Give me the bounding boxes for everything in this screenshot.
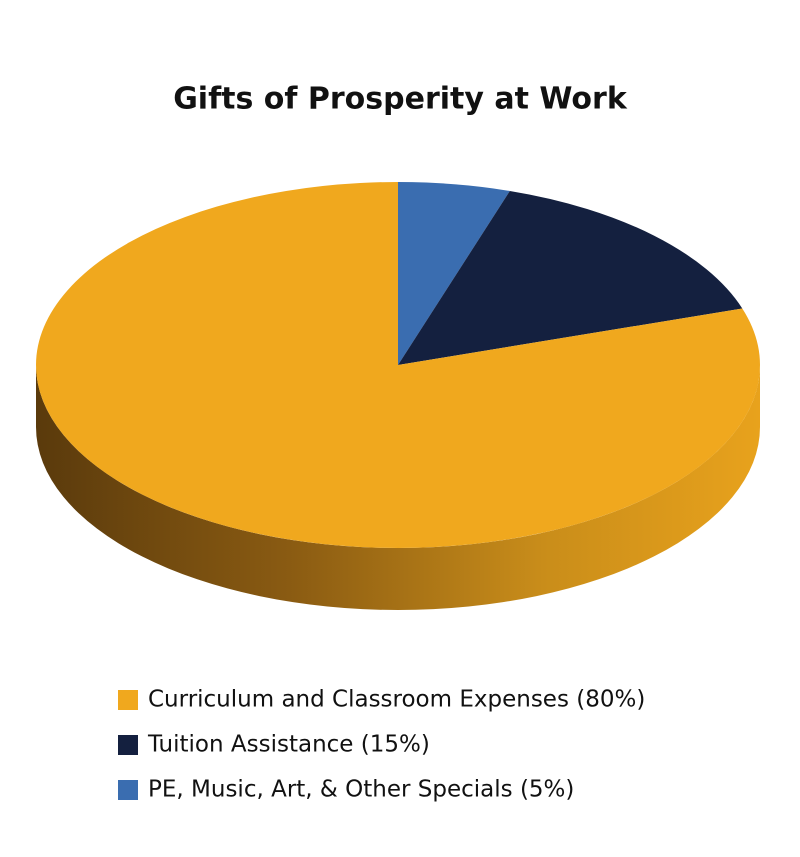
legend-label: PE, Music, Art, & Other Specials (5%) xyxy=(148,777,574,803)
legend-swatch xyxy=(118,780,138,800)
legend-label: Curriculum and Classroom Expenses (80%) xyxy=(148,687,645,713)
legend-label: Tuition Assistance (15%) xyxy=(147,732,430,758)
chart-title: Gifts of Prosperity at Work xyxy=(173,82,628,117)
pie xyxy=(36,182,761,610)
legend-swatch xyxy=(118,690,138,710)
pie-side xyxy=(36,365,760,610)
pie-slice xyxy=(36,182,761,548)
legend: Curriculum and Classroom Expenses (80%) T… xyxy=(118,687,645,803)
pie-slice xyxy=(398,190,743,365)
legend-swatch xyxy=(118,735,138,755)
pie-slice xyxy=(398,182,510,365)
